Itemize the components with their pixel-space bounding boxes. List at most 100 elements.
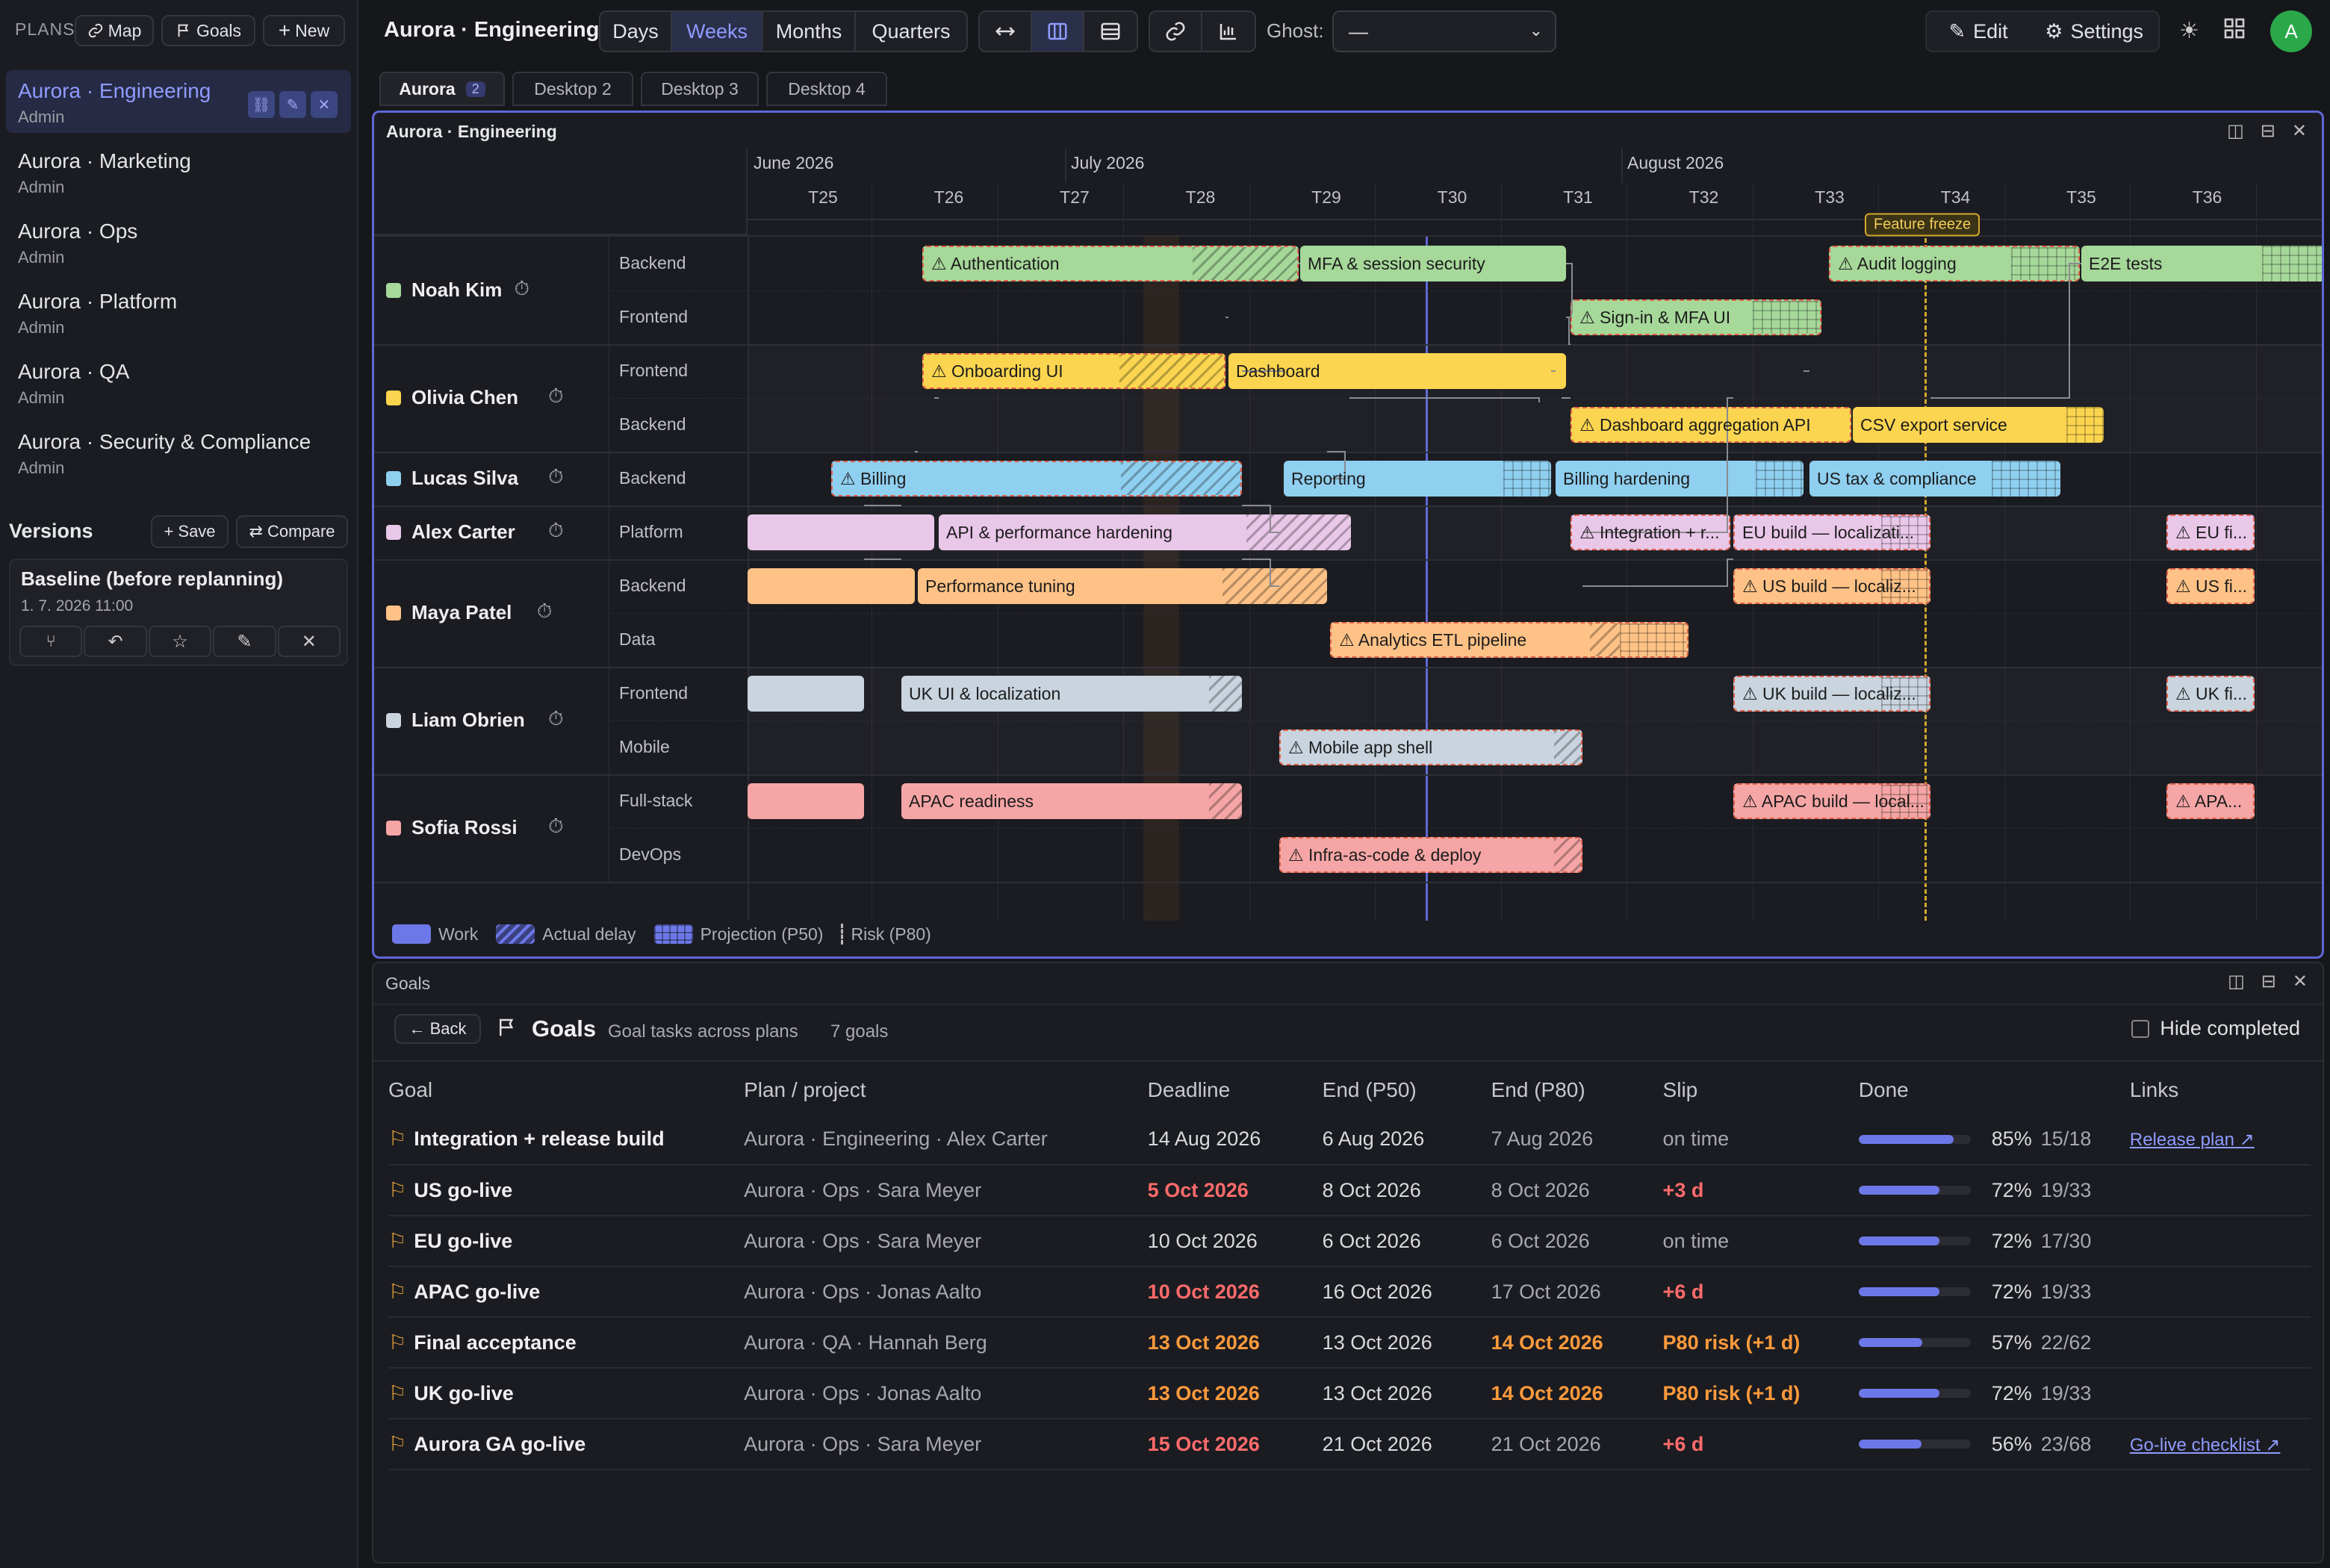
bar-chart-icon[interactable] <box>1202 12 1255 51</box>
pencil-icon[interactable]: ✎ <box>213 626 276 657</box>
task-bar[interactable]: UK UI & localization <box>901 676 1242 712</box>
person-row[interactable]: Sofia Rossi ⏱ <box>374 774 609 882</box>
tab-desktop[interactable]: Aurora 2 <box>379 72 505 106</box>
task-bar[interactable]: ⚠ APA... <box>2166 783 2255 819</box>
avatar[interactable]: A <box>2270 10 2312 52</box>
task-bar[interactable]: Reporting <box>1284 461 1551 497</box>
back-button[interactable]: ← Back <box>394 1014 481 1044</box>
task-bar[interactable] <box>748 783 864 819</box>
columns-view-icon[interactable] <box>1032 12 1084 51</box>
task-bar[interactable]: ⚠ EU fi... <box>2166 514 2255 550</box>
ghost-select[interactable]: — ⌄ <box>1332 10 1556 52</box>
task-bar[interactable]: ⚠ UK build — localiz... <box>1733 676 1930 712</box>
task-bar[interactable]: API & performance hardening <box>939 514 1351 550</box>
task-bar[interactable]: E2E tests <box>2081 246 2322 281</box>
task-bar[interactable]: ⚠ Audit logging <box>1829 246 2080 281</box>
close-panel-icon[interactable]: ✕ <box>2291 121 2307 141</box>
plan-item[interactable]: Aurora · QA Admin <box>6 351 351 414</box>
tab-desktop[interactable]: Desktop 3 <box>641 72 759 106</box>
star-icon[interactable]: ☆ <box>148 626 212 657</box>
edit-button[interactable]: ✎ Edit <box>1927 12 2030 51</box>
plan-item[interactable]: Aurora · Security & Compliance Admin <box>6 421 351 484</box>
pencil-icon[interactable]: ✎ <box>279 91 306 118</box>
task-bar[interactable]: ⚠ Infra-as-code & deploy <box>1279 837 1582 873</box>
task-bar[interactable]: Dashboard <box>1228 353 1566 389</box>
timer-icon[interactable]: ⏱ <box>548 815 564 837</box>
task-bar[interactable]: ⚠ Onboarding UI <box>922 353 1225 389</box>
task-bar[interactable]: ⚠ Integration + r... <box>1571 514 1730 550</box>
person-row[interactable]: Lucas Silva ⏱ <box>374 452 609 505</box>
scale-months[interactable]: Months <box>763 12 856 51</box>
version-card[interactable]: Baseline (before replanning) 1. 7. 2026 … <box>9 559 348 666</box>
save-version-button[interactable]: + Save <box>151 515 229 548</box>
settings-button[interactable]: ⚙ Settings <box>2030 12 2158 51</box>
close-panel-icon[interactable]: ✕ <box>2292 971 2308 992</box>
scale-quarters[interactable]: Quarters <box>872 19 951 43</box>
task-bar[interactable] <box>748 676 864 712</box>
task-bar[interactable]: Billing hardening <box>1556 461 1804 497</box>
timer-icon[interactable]: ⏱ <box>514 277 529 299</box>
person-row[interactable]: Olivia Chen ⏱ <box>374 344 609 452</box>
person-row[interactable]: Noah Kim ⏱ <box>374 237 609 344</box>
plan-item[interactable]: Aurora · Marketing Admin <box>6 140 351 203</box>
task-bar[interactable]: US tax & compliance <box>1809 461 2060 497</box>
goals-button[interactable]: Goals <box>161 15 255 46</box>
hide-completed-toggle[interactable]: Hide completed <box>2131 1017 2300 1040</box>
table-row[interactable]: ⚐ US go-live Aurora · Ops · Sara Meyer 5 Oc… <box>388 1165 2311 1216</box>
person-row[interactable]: Liam Obrien ⏱ <box>374 667 609 774</box>
plan-item[interactable]: Aurora · Engineering Admin ⛓ ✎ ✕ <box>6 70 351 133</box>
table-row[interactable]: ⚐ Final acceptance Aurora · QA · Hannah Be… <box>388 1317 2311 1369</box>
person-row[interactable]: Alex Carter ⏱ <box>374 505 609 559</box>
timer-icon[interactable]: ⏱ <box>548 385 564 407</box>
task-bar[interactable]: ⚠ Analytics ETL pipeline <box>1330 622 1689 658</box>
dependency-link-icon[interactable] <box>1150 12 1202 51</box>
fit-width-icon[interactable] <box>980 12 1032 51</box>
plan-item[interactable]: Aurora · Platform Admin <box>6 281 351 343</box>
rows-view-icon[interactable] <box>1084 12 1137 51</box>
close-icon[interactable]: ✕ <box>277 626 341 657</box>
task-bar[interactable] <box>748 514 934 550</box>
split-horizontal-icon[interactable]: ⊟ <box>2261 971 2276 992</box>
fork-icon[interactable]: ⑂ <box>19 626 83 657</box>
compare-button[interactable]: ⇄ Compare <box>236 515 348 548</box>
plan-item[interactable]: Aurora · Ops Admin <box>6 211 351 273</box>
task-bar[interactable]: ⚠ Dashboard aggregation API <box>1571 407 1851 443</box>
timer-icon[interactable]: ⏱ <box>548 465 564 488</box>
task-bar[interactable]: CSV export service <box>1853 407 2104 443</box>
link-icon[interactable]: ⛓ <box>248 91 275 118</box>
map-button[interactable]: Map <box>75 15 154 46</box>
table-row[interactable]: ⚐ APAC go-live Aurora · Ops · Jonas Aalto 1… <box>388 1266 2311 1318</box>
goal-link[interactable]: Go-live checklist ↗ <box>2129 1434 2281 1455</box>
task-bar[interactable]: ⚠ Authentication <box>922 246 1299 281</box>
theme-toggle-icon[interactable]: ☀ <box>2179 19 2199 43</box>
table-row[interactable]: ⚐ Integration + release build Aurora · Eng… <box>388 1114 2311 1166</box>
checkbox[interactable] <box>2131 1019 2150 1038</box>
table-row[interactable]: ⚐ UK go-live Aurora · Ops · Jonas Aalto 13 … <box>388 1368 2311 1419</box>
split-vertical-icon[interactable]: ◫ <box>2227 121 2244 141</box>
task-bar[interactable]: ⚠ US build — localiz... <box>1733 568 1930 604</box>
goal-link[interactable]: Release plan ↗ <box>2129 1130 2255 1150</box>
task-bar[interactable]: ⚠ Sign-in & MFA UI <box>1571 299 1821 335</box>
timer-icon[interactable]: ⏱ <box>548 707 564 729</box>
timer-icon[interactable]: ⏱ <box>537 600 553 622</box>
task-bar[interactable] <box>748 568 915 604</box>
task-bar[interactable]: ⚠ UK fi... <box>2166 676 2255 712</box>
tab-desktop[interactable]: Desktop 4 <box>766 72 887 106</box>
split-horizontal-icon[interactable]: ⊟ <box>2260 121 2275 141</box>
task-bar[interactable]: APAC readiness <box>901 783 1242 819</box>
task-bar[interactable]: ⚠ Mobile app shell <box>1279 729 1582 765</box>
table-row[interactable]: ⚐ Aurora GA go-live Aurora · Ops · Sara Me… <box>388 1419 2311 1470</box>
tab-desktop[interactable]: Desktop 2 <box>512 72 633 106</box>
split-vertical-icon[interactable]: ◫ <box>2228 971 2245 992</box>
task-bar[interactable]: EU build — localizati... <box>1733 514 1930 550</box>
person-row[interactable]: Maya Patel ⏱ <box>374 559 609 667</box>
close-icon[interactable]: ✕ <box>311 91 338 118</box>
table-row[interactable]: ⚐ EU go-live Aurora · Ops · Sara Meyer 10 O… <box>388 1216 2311 1267</box>
scale-days[interactable]: Days <box>600 12 672 51</box>
task-bar[interactable]: ⚠ US fi... <box>2166 568 2255 604</box>
task-bar[interactable]: Performance tuning <box>918 568 1327 604</box>
scale-weeks[interactable]: Weeks <box>672 12 763 51</box>
task-bar[interactable]: ⚠ APAC build — local... <box>1733 783 1930 819</box>
new-plan-button[interactable]: + New <box>263 15 345 46</box>
timer-icon[interactable]: ⏱ <box>548 519 564 541</box>
